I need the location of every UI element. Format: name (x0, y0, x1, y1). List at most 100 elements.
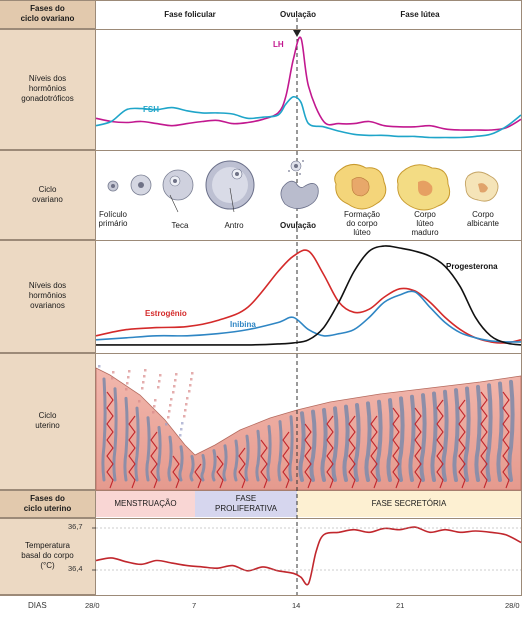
luteal-phase-header: Fase lútea (400, 9, 440, 19)
spiral-artery (414, 407, 422, 489)
menstrual-debris (153, 405, 156, 408)
follicular-phase-header: Fase folicular (164, 9, 216, 19)
uterine-gland (452, 388, 460, 482)
menstrual-debris (111, 377, 114, 380)
uterine-gland (386, 398, 394, 482)
spiral-artery (348, 415, 356, 489)
menstrual-debris (189, 384, 192, 387)
primary-follicle-icon (107, 180, 119, 192)
spiral-artery (458, 399, 466, 489)
uterine-gland (430, 391, 438, 482)
uterine-gland (123, 396, 129, 482)
uterine-gland (298, 411, 306, 482)
menstrual-debris (159, 374, 162, 377)
menstrual-debris (112, 371, 115, 374)
corpus-albicans-icon (464, 171, 499, 202)
menstrual-debris (180, 428, 183, 431)
uterine-gland (397, 396, 405, 482)
stage-label-antrum: Antro (224, 221, 244, 230)
uterine-gland (244, 434, 250, 482)
series-line-progesterona (96, 245, 522, 346)
uterine-gland (485, 383, 493, 482)
spiral-artery (282, 431, 290, 489)
uterine-gland (353, 403, 361, 482)
uterine-gland (189, 454, 195, 482)
uterine-gland (331, 406, 339, 482)
uterine-gland (375, 399, 383, 482)
uterine-gland (496, 381, 504, 482)
spiral-artery (128, 415, 136, 489)
stage-label-corpus-albicans: Corpo albicante (466, 210, 500, 228)
menstrual-debris (173, 385, 176, 388)
secondary-follicle-icon (130, 174, 152, 196)
menstrual-debris (181, 422, 184, 425)
spiral-artery (326, 415, 334, 489)
spiral-artery (194, 463, 202, 489)
fsh-label: FSH (143, 105, 159, 114)
stage-label-corpus-luteum-forming: Formação do corpo lúteo (343, 210, 380, 237)
menstrual-debris (191, 372, 194, 375)
menstrual-debris (125, 388, 128, 391)
menstrual-debris (169, 404, 172, 407)
day-tick-0: 28/0 (85, 601, 100, 610)
series-line-fsh (95, 95, 522, 139)
ovarian-cycle-row-label: Ciclo ovariano (0, 150, 95, 240)
spiral-artery (260, 439, 268, 489)
uterine-gland (288, 415, 294, 482)
menstrual-debris (152, 411, 155, 414)
uterine-gland (507, 379, 515, 482)
spiral-artery (370, 415, 378, 489)
antral-follicle-icon (205, 160, 255, 210)
uterine-gland (145, 416, 151, 482)
ovarian-hormones-row-label: Níveis dos hormônios ovarianos (0, 240, 95, 353)
inhibin-label: Inibina (230, 320, 256, 329)
menstrual-debris (128, 370, 131, 373)
stage-label-mature-corpus-luteum: Corpo lúteo maduro (411, 210, 439, 237)
uterine-gland (134, 406, 140, 482)
uterine-gland (463, 386, 471, 482)
uterine-gland (474, 384, 482, 482)
uterine-gland (178, 445, 184, 482)
uterine-gland (364, 401, 372, 482)
menstrual-debris (175, 373, 178, 376)
stage-label-theca: Teca (171, 221, 189, 230)
day-tick-21: 21 (396, 601, 405, 610)
uterine-gland (277, 420, 283, 482)
spiral-artery (216, 455, 224, 489)
menstrual-debris (143, 375, 146, 378)
proliferative-phase: FASE PROLIFERATIVA (195, 491, 297, 517)
uterine-gland (156, 425, 162, 482)
day-tick-14: 14 (292, 601, 301, 610)
spiral-artery (392, 407, 400, 489)
menstrual-debris (170, 398, 173, 401)
menstrual-debris (98, 365, 101, 368)
spiral-artery (238, 447, 246, 489)
spiral-artery (502, 391, 510, 489)
menstrual-debris (168, 410, 171, 413)
uterine-gland (419, 393, 427, 482)
uterine-gland (408, 394, 416, 482)
menstruation-phase: MENSTRUAÇÃO (96, 491, 195, 517)
lh-label: LH (273, 40, 284, 49)
days-axis-label: DIAS (28, 601, 47, 610)
menstrual-debris (127, 376, 130, 379)
menstrual-debris (158, 380, 161, 383)
menstrual-debris (157, 386, 160, 389)
series-line-temperatura (95, 526, 522, 586)
estrogen-label: Estrogênio (145, 309, 187, 318)
uterine-gland (112, 387, 118, 482)
uterine-gland (211, 449, 217, 482)
gonadotropic-chart (95, 36, 522, 139)
uterine-gland (441, 389, 449, 482)
uterine-phases-row-label: Fases do ciclo uterino (0, 490, 95, 518)
menstrual-debris (126, 382, 129, 385)
uterine-gland (320, 407, 328, 482)
menstrual-debris (165, 423, 168, 426)
menstrual-debris (138, 400, 141, 403)
menstrual-debris (144, 369, 147, 372)
menstrual-debris (185, 403, 188, 406)
ovulation-arrow-icon (293, 30, 301, 37)
menstrual-debris (188, 390, 191, 393)
ovarian-hormones-chart (95, 245, 522, 346)
